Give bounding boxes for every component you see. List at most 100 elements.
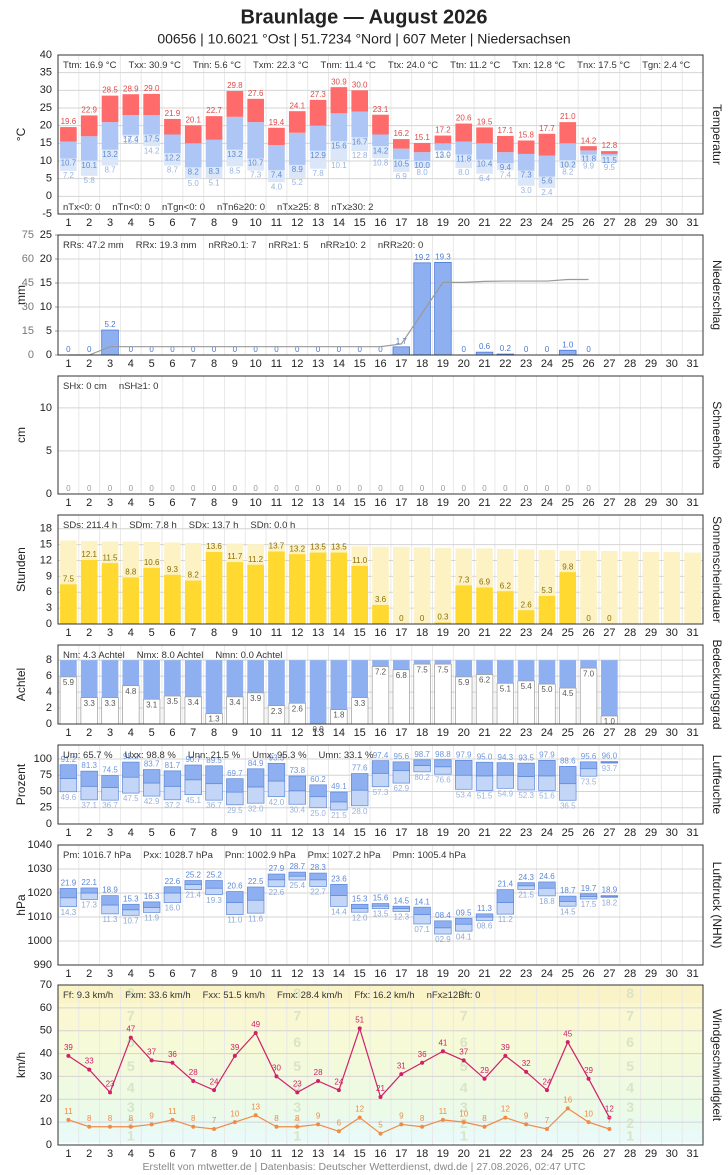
y-tick-label: -5 — [42, 208, 52, 220]
sky-bar — [538, 660, 556, 685]
sky-bar — [330, 660, 348, 710]
y2-tick-label: 0 — [28, 349, 34, 361]
data-label: 80.2 — [414, 773, 430, 782]
x-tick-label: 29 — [645, 497, 657, 509]
x-tick-label: 6 — [169, 627, 175, 639]
x-tick-label: 5 — [149, 827, 155, 839]
data-label: 0 — [316, 484, 321, 493]
high-bar — [122, 903, 140, 911]
data-label: 25.0 — [310, 809, 326, 818]
mean-line-point — [170, 1117, 175, 1122]
max-bar — [80, 115, 98, 137]
y-tick-label: 6 — [46, 586, 52, 598]
y-tick-label: 0 — [46, 190, 52, 202]
data-label: 5.8 — [84, 176, 96, 185]
side-label: Luftdruck (NHN) — [710, 862, 724, 949]
max-bar — [538, 133, 556, 156]
x-tick-label: 30 — [666, 497, 678, 509]
data-label: 32 — [522, 1059, 531, 1068]
stat: Tgn: 2.4 °C — [642, 60, 690, 71]
y-tick-label: 100 — [34, 753, 52, 765]
x-tick-label: 27 — [603, 827, 615, 839]
y-axis-label: Stunden — [14, 547, 28, 592]
data-label: 18.7 — [560, 886, 576, 895]
data-label: 62.9 — [394, 784, 410, 793]
data-label: 19.6 — [61, 117, 77, 126]
data-label: 8.9 — [292, 165, 304, 174]
data-label: 95.0 — [477, 752, 493, 761]
bar — [268, 551, 285, 624]
mean-line-point — [212, 1127, 217, 1131]
min-bar — [601, 153, 618, 156]
mean-line-point — [544, 1127, 549, 1131]
x-tick-label: 4 — [128, 827, 134, 839]
x-tick-label: 10 — [250, 627, 262, 639]
x-tick-label: 27 — [603, 627, 615, 639]
x-tick-label: 7 — [190, 827, 196, 839]
data-label: 5.0 — [188, 179, 200, 188]
x-tick-label: 1 — [65, 217, 71, 229]
side-label: Windgeschwindigkeit — [710, 1009, 724, 1122]
data-label: 19.3 — [435, 252, 451, 261]
data-label: 2.3 — [271, 707, 283, 716]
data-label: 21.5 — [331, 811, 347, 820]
data-label: 13.7 — [269, 542, 285, 551]
data-label: 81.3 — [81, 761, 97, 770]
sky-bar — [309, 660, 327, 724]
x-tick-label: 31 — [686, 968, 698, 980]
x-tick-label: 14 — [333, 968, 345, 980]
x-tick-label: 22 — [499, 217, 511, 229]
x-tick-label: 13 — [312, 217, 324, 229]
min-bar — [309, 125, 327, 151]
subtitle: 00656 | 10.6021 °Ost | 51.7234 °Nord | 6… — [157, 31, 570, 47]
ground-min-bar — [392, 159, 410, 172]
mean-line-point — [128, 1124, 133, 1129]
data-label: 0.3 — [437, 613, 449, 622]
bft-label: 8 — [293, 985, 301, 1001]
data-label: 08.6 — [477, 921, 493, 930]
data-label: 13.2 — [102, 150, 118, 159]
x-tick-label: 23 — [520, 627, 532, 639]
data-label: 42.9 — [144, 797, 160, 806]
high-bar — [475, 913, 494, 918]
data-label: 9 — [524, 1112, 529, 1121]
max-bar — [143, 93, 160, 116]
bar — [164, 574, 181, 624]
x-tick-label: 10 — [250, 1148, 262, 1160]
high-bar — [351, 903, 369, 909]
data-label: 22.5 — [248, 877, 264, 886]
mean-line-point — [108, 1124, 113, 1129]
x-tick-label: 11 — [271, 627, 282, 639]
ground-min-bar — [559, 160, 577, 168]
x-tick-label: 29 — [645, 827, 657, 839]
x-tick-label: 1 — [65, 497, 71, 509]
data-label: 21.9 — [61, 879, 77, 888]
ground-min-bar — [580, 154, 597, 162]
max-bar — [184, 125, 202, 144]
data-label: 0 — [461, 484, 466, 493]
data-label: 5.0 — [541, 685, 553, 694]
bft-label: 6 — [626, 1034, 634, 1050]
x-tick-label: 31 — [686, 827, 698, 839]
data-label: 10 — [459, 1109, 468, 1118]
data-label: 21 — [376, 1084, 385, 1093]
gust-line-point — [316, 1079, 321, 1083]
data-label: 8 — [420, 1114, 425, 1123]
mean-line-point — [420, 1124, 425, 1129]
x-tick-label: 21 — [478, 497, 490, 509]
possible-bar — [372, 546, 389, 624]
mean-line-point — [440, 1117, 445, 1122]
low-bar — [288, 790, 306, 805]
y-tick-label: 1010 — [28, 911, 52, 923]
data-label: 15.6 — [331, 141, 347, 150]
min-bar — [226, 116, 244, 150]
data-label: 15.1 — [414, 133, 430, 142]
x-tick-label: 12 — [291, 627, 303, 639]
precip-bar — [392, 346, 410, 356]
data-label: 7.4 — [500, 170, 512, 179]
low-bar — [496, 774, 515, 789]
data-label: 25.2 — [206, 871, 222, 880]
x-tick-label: 31 — [686, 627, 698, 639]
x-tick-label: 11 — [271, 217, 282, 229]
x-tick-label: 25 — [562, 1148, 574, 1160]
